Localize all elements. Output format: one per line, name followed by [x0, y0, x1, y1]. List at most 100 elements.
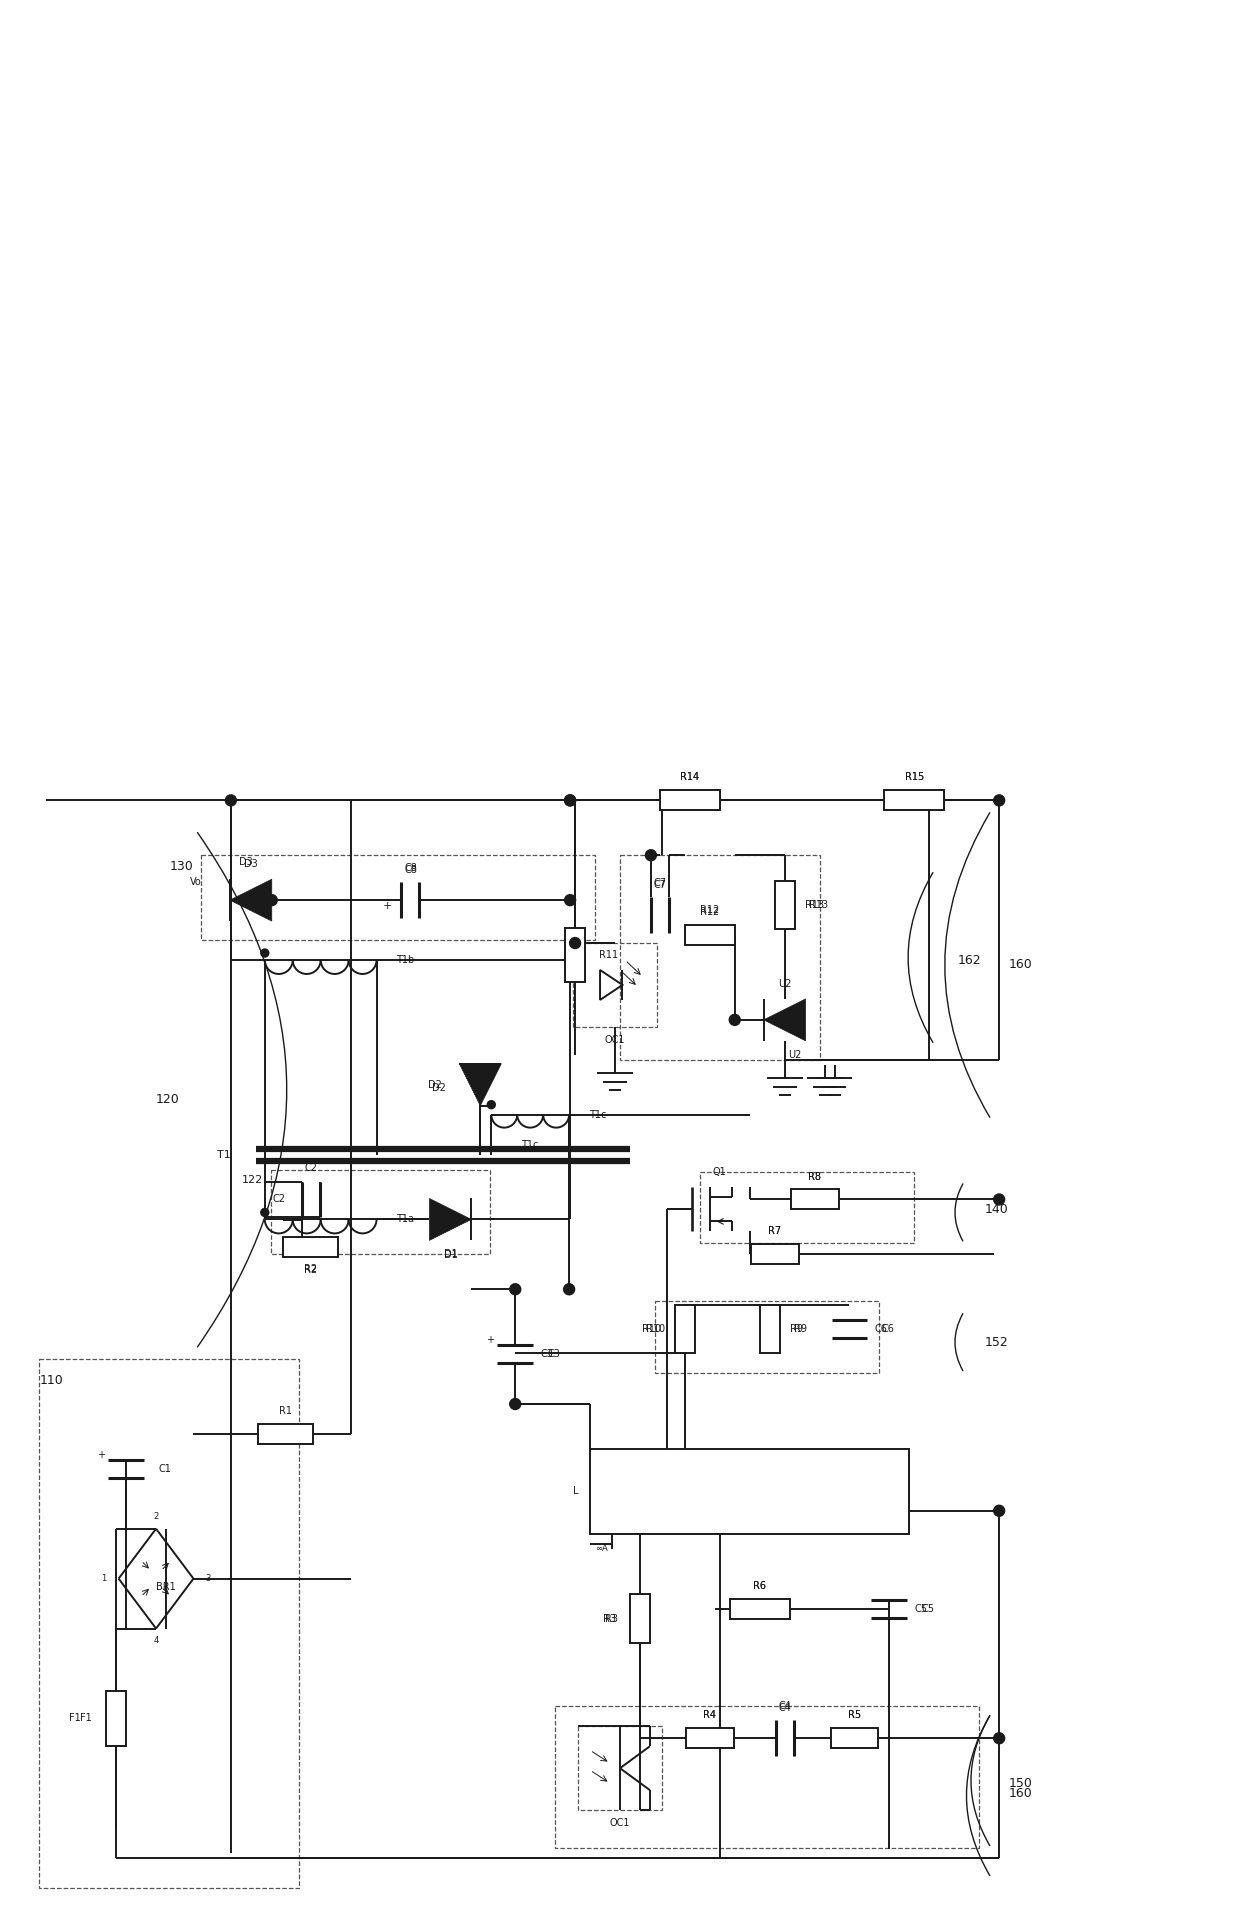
Text: R13: R13	[805, 900, 823, 910]
Text: R1: R1	[279, 1406, 293, 1415]
Bar	[760, 1305, 780, 1353]
Text: T1c: T1c	[589, 1111, 606, 1120]
Bar	[107, 1691, 126, 1745]
Text: R7: R7	[768, 1226, 781, 1236]
Text: C6: C6	[882, 1325, 894, 1334]
Text: Q1: Q1	[713, 1166, 727, 1176]
Bar	[270, 1170, 490, 1255]
Text: +: +	[383, 900, 392, 912]
Text: R5: R5	[848, 1710, 861, 1720]
Bar	[556, 1706, 980, 1849]
Text: R10: R10	[646, 1325, 665, 1334]
Text: 140: 140	[985, 1203, 1008, 1217]
Text: T1c: T1c	[522, 1139, 539, 1149]
Text: T1: T1	[217, 1149, 231, 1159]
Text: R2: R2	[304, 1265, 317, 1274]
Text: 2: 2	[596, 1467, 600, 1473]
Text: 122: 122	[242, 1174, 263, 1184]
Text: 110: 110	[40, 1375, 63, 1386]
Circle shape	[510, 1284, 521, 1296]
Text: C6: C6	[874, 1325, 888, 1334]
Bar	[675, 1305, 694, 1353]
Text: C8: C8	[404, 864, 417, 873]
Text: C4: C4	[779, 1700, 791, 1712]
Bar	[258, 1425, 314, 1444]
Text: R8: R8	[808, 1172, 821, 1182]
Text: C3: C3	[547, 1350, 560, 1359]
Text: R12: R12	[701, 906, 719, 918]
Text: T1b: T1b	[397, 954, 414, 966]
Text: +: +	[486, 1336, 495, 1346]
Text: Vo: Vo	[190, 877, 202, 887]
Text: F1: F1	[69, 1714, 81, 1724]
Text: 130: 130	[169, 860, 193, 873]
Circle shape	[226, 794, 237, 806]
Circle shape	[993, 1193, 1004, 1205]
Text: FB: FB	[608, 1467, 618, 1475]
Polygon shape	[429, 1199, 471, 1240]
Text: D1: D1	[444, 1249, 458, 1259]
Bar	[590, 1450, 909, 1533]
Text: 3: 3	[206, 1573, 211, 1583]
Text: 162: 162	[957, 954, 981, 966]
Text: 1: 1	[102, 1573, 107, 1583]
Text: 4: 4	[755, 1467, 760, 1473]
Text: R14: R14	[681, 773, 699, 783]
Text: C7: C7	[653, 877, 666, 889]
Bar	[660, 790, 719, 810]
Text: R5: R5	[848, 1710, 861, 1720]
Bar	[775, 881, 795, 929]
Text: R8: R8	[808, 1172, 821, 1182]
Text: R4: R4	[703, 1710, 717, 1720]
Text: D2: D2	[428, 1080, 441, 1089]
Text: C3: C3	[541, 1350, 553, 1359]
Text: U2: U2	[777, 979, 791, 989]
Bar	[283, 1238, 339, 1257]
Text: 160: 160	[1009, 1787, 1033, 1799]
Text: R6: R6	[753, 1581, 766, 1591]
Circle shape	[993, 794, 1004, 806]
Text: F1: F1	[81, 1714, 92, 1724]
Text: C1: C1	[157, 1463, 171, 1473]
Circle shape	[993, 1506, 1004, 1515]
Text: 160: 160	[1009, 958, 1033, 972]
Text: 4: 4	[154, 1637, 159, 1645]
Text: C2: C2	[304, 1163, 317, 1172]
Bar	[699, 1172, 914, 1244]
Text: +: +	[97, 1450, 105, 1459]
Bar	[655, 1301, 879, 1373]
Text: COMP: COMP	[645, 1467, 667, 1475]
Text: C8: C8	[404, 866, 417, 875]
Text: C5: C5	[914, 1604, 928, 1614]
Bar	[750, 1244, 799, 1265]
Text: R11: R11	[599, 951, 619, 960]
Bar	[686, 1727, 734, 1749]
Text: D2: D2	[432, 1084, 445, 1093]
Bar	[730, 1598, 790, 1618]
Text: GND: GND	[704, 1506, 723, 1515]
Text: C7: C7	[653, 881, 666, 891]
Text: R3: R3	[605, 1614, 618, 1623]
Text: ∞A: ∞A	[595, 1544, 608, 1554]
Text: BR1: BR1	[156, 1581, 176, 1593]
Text: L: L	[573, 1486, 578, 1496]
Circle shape	[564, 1284, 574, 1296]
Bar	[565, 927, 585, 983]
Text: 1: 1	[632, 1467, 637, 1473]
Polygon shape	[764, 999, 806, 1041]
Polygon shape	[459, 1064, 501, 1105]
Circle shape	[646, 850, 656, 860]
Text: R14: R14	[681, 773, 699, 783]
Text: Ics: Ics	[655, 1506, 666, 1515]
Circle shape	[993, 1733, 1004, 1743]
Text: 8: 8	[703, 1467, 707, 1473]
Bar	[620, 856, 820, 1060]
Text: R15: R15	[905, 773, 924, 783]
Text: R2: R2	[304, 1265, 317, 1274]
Polygon shape	[229, 879, 272, 922]
Circle shape	[510, 1398, 521, 1409]
Text: T1a: T1a	[397, 1215, 414, 1224]
Circle shape	[487, 1101, 495, 1109]
Bar	[578, 1726, 662, 1810]
Text: 3: 3	[642, 1508, 647, 1513]
